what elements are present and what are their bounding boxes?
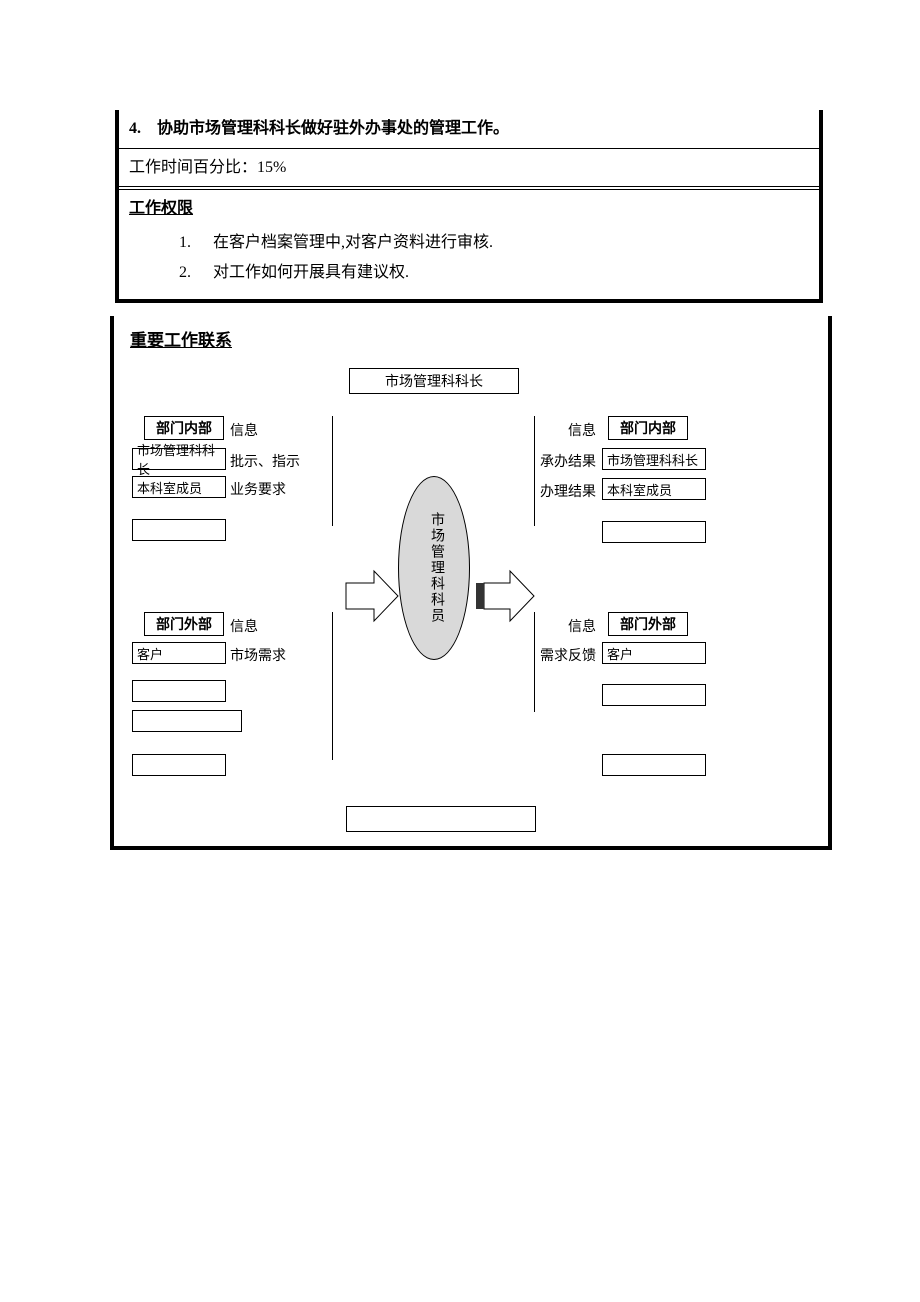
center-text: 市场管理科科员 <box>426 512 446 624</box>
right-external-header-label: 信息 <box>568 616 596 636</box>
diagram-section: 重要工作联系 市场管理科科长 部门内部 信息 市场管理科科长 批示、指示 本科室… <box>110 316 832 850</box>
bottom-box <box>346 806 536 832</box>
left-internal-row-label: 业务要求 <box>230 479 286 499</box>
list-num: 2. <box>179 258 209 288</box>
time-label: 工作时间百分比： <box>129 159 257 176</box>
left-internal-row-box: 市场管理科科长 <box>132 448 226 470</box>
authority-heading-row: 工作权限 <box>119 186 819 222</box>
list-text: 对工作如何开展具有建议权. <box>213 264 409 281</box>
arrow-right-icon <box>344 569 400 623</box>
right-internal-header-label: 信息 <box>568 420 596 440</box>
authority-heading: 工作权限 <box>129 200 193 217</box>
right-internal-row-box <box>602 521 706 543</box>
section4-number: 4. <box>129 120 141 137</box>
right-external-header: 部门外部 <box>608 612 688 636</box>
right-external-row-box: 客户 <box>602 642 706 664</box>
left-external-row-box <box>132 710 242 732</box>
list-item: 1. 在客户档案管理中,对客户资料进行审核. <box>179 228 809 258</box>
top-box: 市场管理科科长 <box>349 368 519 394</box>
right-external-row-label: 需求反馈 <box>540 645 596 665</box>
left-internal-row-label: 批示、指示 <box>230 451 300 471</box>
right-internal-row-label: 承办结果 <box>540 451 596 471</box>
time-value: 15% <box>257 159 286 176</box>
right-external-row-box <box>602 754 706 776</box>
left-internal-header-label: 信息 <box>230 420 258 440</box>
left-internal-row-box <box>132 519 226 541</box>
left-external-row-label: 市场需求 <box>230 645 286 665</box>
right-internal-header: 部门内部 <box>608 416 688 440</box>
list-text: 在客户档案管理中,对客户资料进行审核. <box>213 234 493 251</box>
right-external-row-box <box>602 684 706 706</box>
left-external-row-box: 客户 <box>132 642 226 664</box>
page: 4. 协助市场管理科科长做好驻外办事处的管理工作。 工作时间百分比：15% 工作… <box>0 0 920 1302</box>
left-external-row-box <box>132 680 226 702</box>
left-internal-row-box: 本科室成员 <box>132 476 226 498</box>
section4-title: 协助市场管理科科长做好驻外办事处的管理工作。 <box>157 120 509 137</box>
arrow-right-icon <box>476 569 536 623</box>
left-internal-header: 部门内部 <box>144 416 224 440</box>
list-num: 1. <box>179 228 209 258</box>
left-external-row-box <box>132 754 226 776</box>
diagram-heading: 重要工作联系 <box>130 326 232 351</box>
left-external-header-label: 信息 <box>230 616 258 636</box>
right-internal-row-box: 本科室成员 <box>602 478 706 500</box>
right-internal-row-label: 办理结果 <box>540 481 596 501</box>
authority-list: 1. 在客户档案管理中,对客户资料进行审核. 2. 对工作如何开展具有建议权. <box>119 222 819 299</box>
section4-header: 4. 协助市场管理科科长做好驻外办事处的管理工作。 <box>119 110 819 148</box>
left-external-header: 部门外部 <box>144 612 224 636</box>
list-item: 2. 对工作如何开展具有建议权. <box>179 258 809 288</box>
section4-time-row: 工作时间百分比：15% <box>119 148 819 187</box>
upper-section: 4. 协助市场管理科科长做好驻外办事处的管理工作。 工作时间百分比：15% 工作… <box>115 110 823 303</box>
right-internal-row-box: 市场管理科科长 <box>602 448 706 470</box>
